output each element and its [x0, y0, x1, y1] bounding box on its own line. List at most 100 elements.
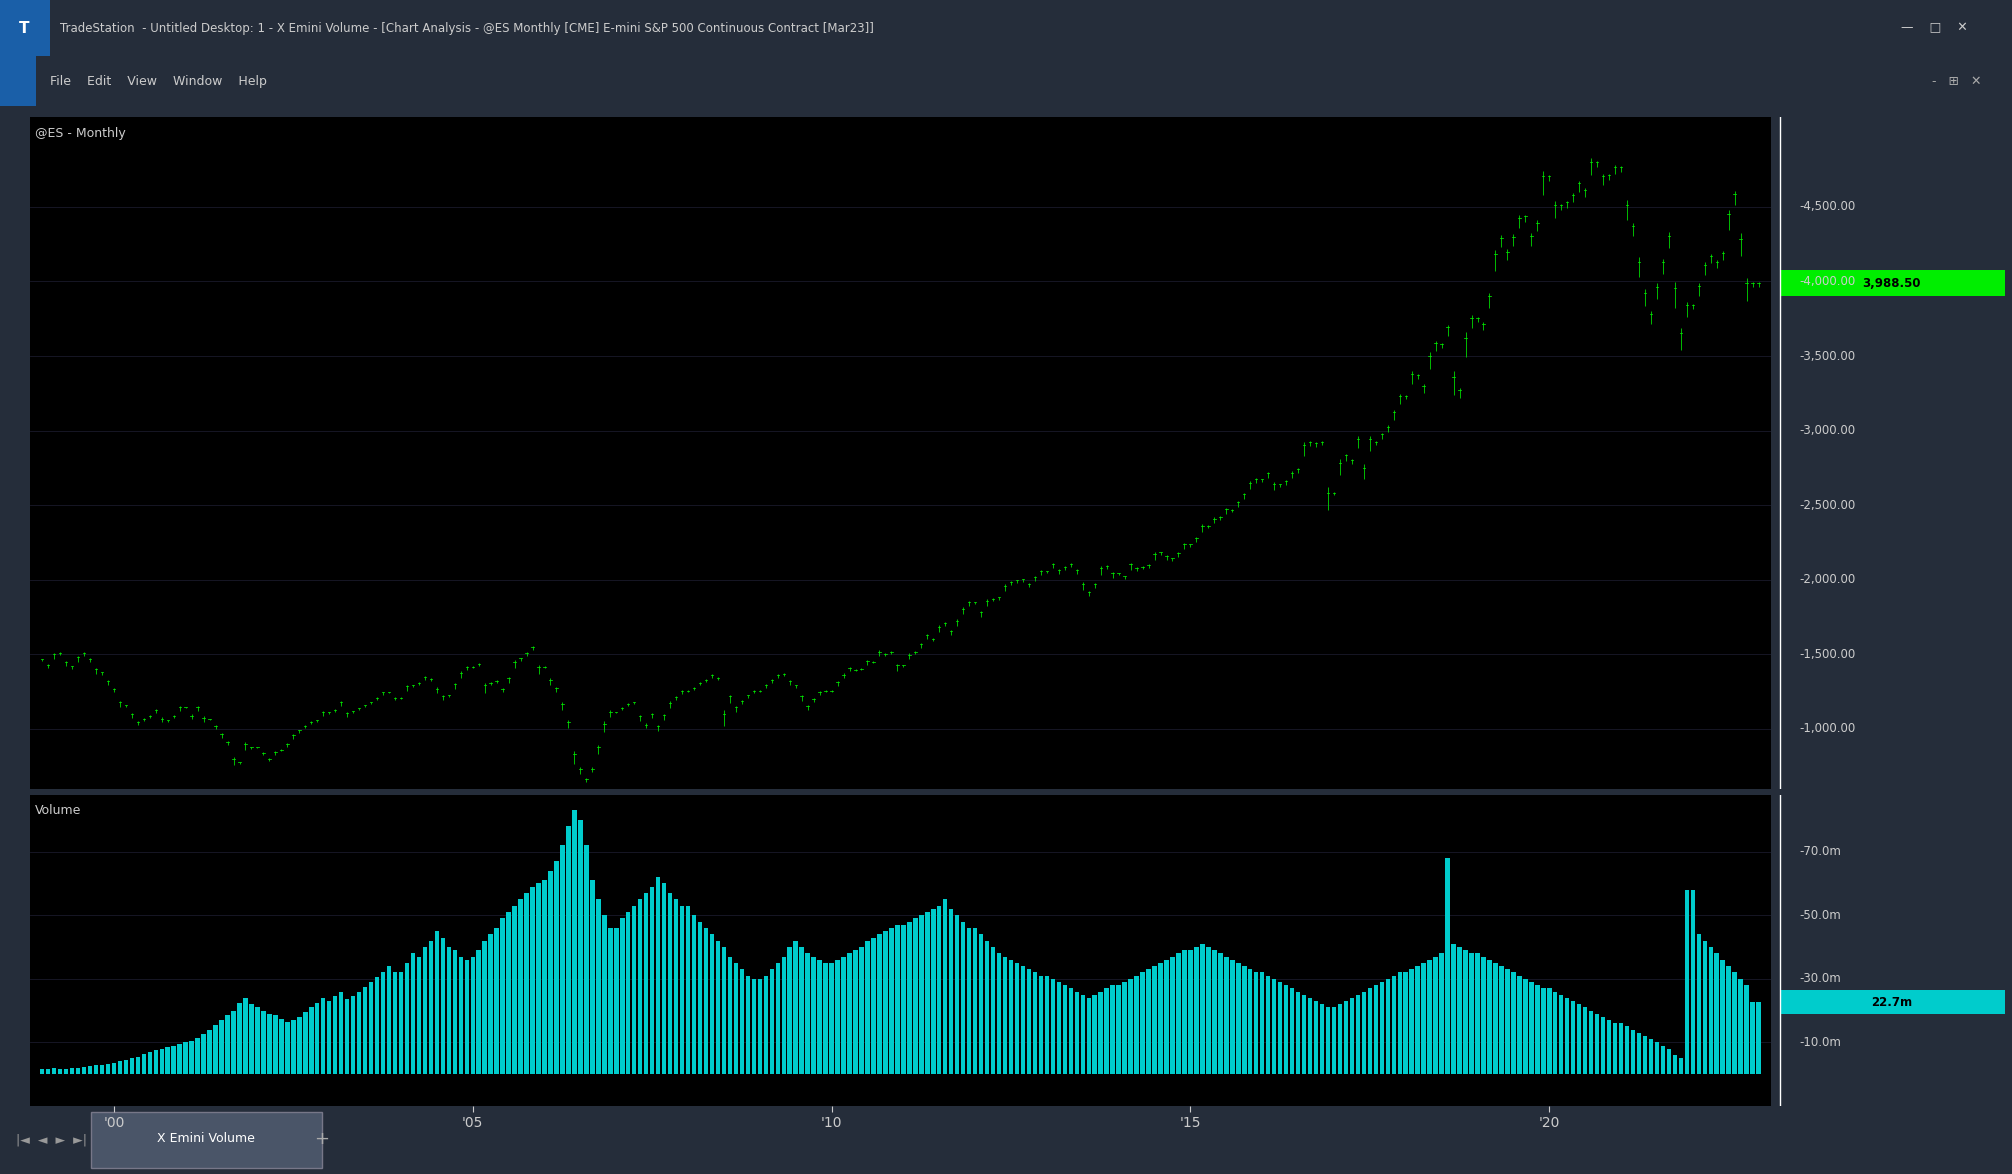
Bar: [256, 1007, 260, 1074]
Bar: [752, 979, 757, 1074]
Bar: [835, 960, 839, 1074]
Bar: [1602, 1017, 1606, 1074]
Bar: [147, 1052, 153, 1074]
Text: -   ⊞   ✕: - ⊞ ✕: [1932, 74, 1982, 88]
Bar: [519, 899, 523, 1074]
Bar: [1159, 963, 1163, 1074]
Bar: [1708, 947, 1712, 1074]
Bar: [1135, 976, 1139, 1074]
Bar: [1720, 960, 1724, 1074]
Bar: [883, 931, 887, 1074]
Bar: [1386, 979, 1390, 1074]
Bar: [1493, 963, 1497, 1074]
Bar: [1235, 963, 1241, 1074]
Bar: [195, 1038, 199, 1074]
Text: -3,500.00: -3,500.00: [1799, 350, 1855, 363]
Bar: [537, 884, 541, 1074]
Bar: [1223, 957, 1229, 1074]
Bar: [1068, 989, 1072, 1074]
Bar: [398, 972, 402, 1074]
Bar: [423, 947, 427, 1074]
Bar: [1427, 960, 1433, 1074]
Bar: [859, 947, 863, 1074]
Bar: [1171, 957, 1175, 1074]
Bar: [990, 947, 996, 1074]
Bar: [1626, 1026, 1630, 1074]
Bar: [416, 957, 421, 1074]
Bar: [362, 987, 368, 1074]
Bar: [644, 893, 648, 1074]
Bar: [547, 871, 553, 1074]
Text: -4,000.00: -4,000.00: [1799, 275, 1855, 288]
FancyBboxPatch shape: [1781, 991, 2004, 1013]
Bar: [889, 927, 893, 1074]
Bar: [1744, 985, 1748, 1074]
Bar: [1666, 1048, 1672, 1074]
Bar: [1714, 953, 1718, 1074]
Text: -4,500.00: -4,500.00: [1799, 201, 1855, 214]
Text: -2,500.00: -2,500.00: [1799, 499, 1855, 512]
Bar: [913, 918, 917, 1074]
Bar: [1314, 1001, 1318, 1074]
Bar: [704, 927, 708, 1074]
Bar: [1247, 970, 1253, 1074]
Bar: [465, 960, 469, 1074]
Bar: [1177, 953, 1181, 1074]
Bar: [153, 1051, 159, 1074]
Bar: [483, 940, 487, 1074]
Bar: [1326, 1007, 1330, 1074]
Text: -30.0m: -30.0m: [1799, 972, 1841, 985]
Bar: [453, 950, 457, 1074]
Bar: [332, 997, 338, 1074]
Bar: [787, 947, 793, 1074]
Bar: [1660, 1046, 1666, 1074]
Bar: [932, 909, 936, 1074]
Bar: [410, 953, 414, 1074]
Bar: [577, 819, 583, 1074]
Bar: [1338, 1004, 1342, 1074]
Bar: [1469, 953, 1473, 1074]
Bar: [865, 940, 869, 1074]
Text: 3,988.50: 3,988.50: [1861, 277, 1921, 290]
Bar: [1032, 972, 1036, 1074]
Bar: [1350, 998, 1354, 1074]
Bar: [165, 1047, 169, 1074]
Bar: [1308, 998, 1312, 1074]
Bar: [447, 947, 451, 1074]
Bar: [304, 1012, 308, 1074]
Bar: [1517, 976, 1521, 1074]
Bar: [1535, 985, 1539, 1074]
Bar: [1589, 1011, 1594, 1074]
Text: X Emini Volume: X Emini Volume: [157, 1132, 256, 1145]
Bar: [135, 1057, 141, 1074]
Bar: [507, 912, 511, 1074]
Bar: [1002, 957, 1008, 1074]
Bar: [984, 940, 990, 1074]
Bar: [1344, 1001, 1348, 1074]
Bar: [1074, 992, 1078, 1074]
Bar: [1648, 1039, 1654, 1074]
Bar: [525, 893, 529, 1074]
Bar: [46, 1070, 50, 1074]
Bar: [1738, 979, 1742, 1074]
Bar: [895, 925, 899, 1074]
Bar: [1266, 976, 1270, 1074]
Bar: [608, 927, 612, 1074]
Bar: [1553, 992, 1557, 1074]
Bar: [1750, 1001, 1754, 1074]
Bar: [113, 1062, 117, 1074]
Bar: [996, 953, 1002, 1074]
Bar: [489, 935, 493, 1074]
Bar: [1451, 944, 1457, 1074]
Bar: [650, 886, 654, 1074]
Text: -1,000.00: -1,000.00: [1799, 722, 1855, 735]
Bar: [1608, 1020, 1612, 1074]
Bar: [477, 950, 481, 1074]
Bar: [268, 1014, 272, 1074]
Bar: [728, 957, 732, 1074]
Text: Volume: Volume: [36, 804, 82, 817]
Bar: [1690, 890, 1694, 1074]
Bar: [638, 899, 642, 1074]
Bar: [765, 976, 769, 1074]
Bar: [1368, 989, 1372, 1074]
